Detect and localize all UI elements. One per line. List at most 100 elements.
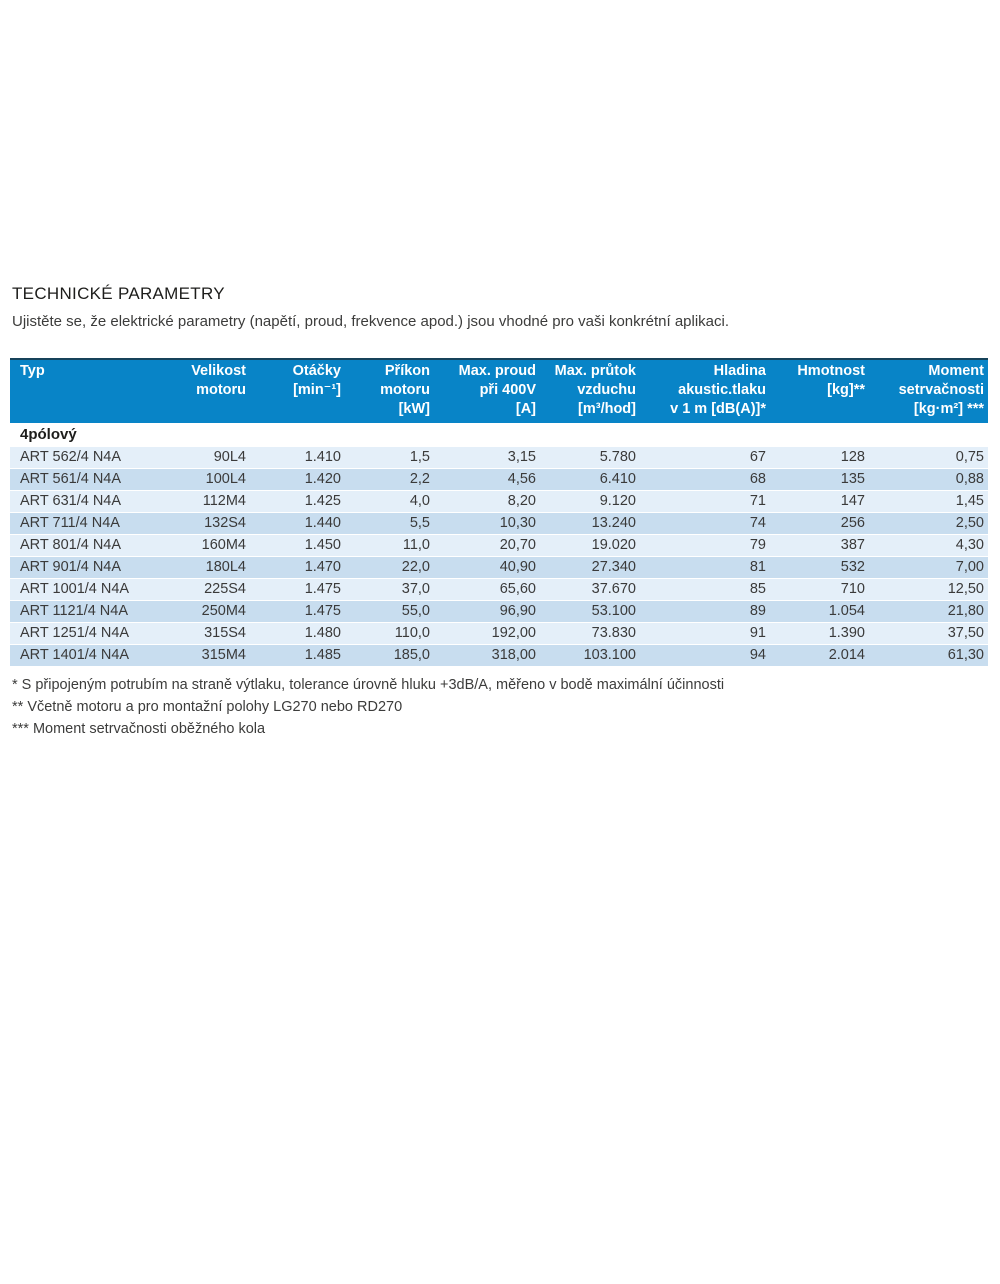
table-cell: 112M4 xyxy=(165,490,250,513)
table-cell: 1,45 xyxy=(869,490,988,513)
column-header: Hmotnost [kg]** xyxy=(770,359,869,423)
table-cell: 128 xyxy=(770,446,869,469)
footnote: *** Moment setrvačnosti oběžného kola xyxy=(12,720,266,737)
table-cell: 1.485 xyxy=(250,644,345,667)
table-section-row: 4pólový xyxy=(10,423,988,447)
table-cell: 2,2 xyxy=(345,468,434,491)
table-cell: 1.440 xyxy=(250,512,345,535)
table-cell: 103.100 xyxy=(540,644,640,667)
table-cell: 89 xyxy=(640,600,770,623)
table-cell: 73.830 xyxy=(540,622,640,645)
table-cell: 81 xyxy=(640,556,770,579)
page-title: TECHNICKÉ PARAMETRY xyxy=(12,284,225,303)
table-cell: 71 xyxy=(640,490,770,513)
table-cell: 132S4 xyxy=(165,512,250,535)
technical-parameters-table: Typ Velikost motoru Otáčky [min⁻¹] Příkon m… xyxy=(10,358,988,667)
cell-typ: ART 801/4 N4A xyxy=(10,534,165,557)
table-cell: 225S4 xyxy=(165,578,250,601)
column-header: Moment setrvačnosti [kg·m²] *** xyxy=(869,359,988,423)
footnote: ** Včetně motoru a pro montažní polohy L… xyxy=(12,698,403,715)
table-cell: 79 xyxy=(640,534,770,557)
table-cell: 9.120 xyxy=(540,490,640,513)
page-subtitle: Ujistěte se, že elektrické parametry (na… xyxy=(12,313,730,330)
column-header: Otáčky [min⁻¹] xyxy=(250,359,345,423)
table-cell: 10,30 xyxy=(434,512,540,535)
table-row: ART 711/4 N4A 132S4 1.440 5,5 10,30 13.240 74 2… xyxy=(10,512,988,535)
table-cell: 100L4 xyxy=(165,468,250,491)
cell-typ: ART 901/4 N4A xyxy=(10,556,165,579)
table-header: Typ Velikost motoru Otáčky [min⁻¹] Příkon m… xyxy=(10,359,988,423)
cell-typ: ART 711/4 N4A xyxy=(10,512,165,535)
table-cell: 710 xyxy=(770,578,869,601)
table-cell: 2,50 xyxy=(869,512,988,535)
table-cell: 315M4 xyxy=(165,644,250,667)
cell-typ: ART 561/4 N4A xyxy=(10,468,165,491)
table-row: ART 1251/4 N4A 315S4 1.480 110,0 192,00 73.83… xyxy=(10,622,988,645)
table-row: ART 901/4 N4A 180L4 1.470 22,0 40,90 27.340 81… xyxy=(10,556,988,579)
page: TECHNICKÉ PARAMETRY Ujistěte se, že elek… xyxy=(0,284,1000,740)
table-cell: 13.240 xyxy=(540,512,640,535)
table-cell: 110,0 xyxy=(345,622,434,645)
table-cell: 1.390 xyxy=(770,622,869,645)
table-cell: 315S4 xyxy=(165,622,250,645)
table-cell: 12,50 xyxy=(869,578,988,601)
table-cell: 1.425 xyxy=(250,490,345,513)
table-cell: 94 xyxy=(640,644,770,667)
cell-typ: ART 1401/4 N4A xyxy=(10,644,165,667)
table-row: ART 631/4 N4A 112M4 1.425 4,0 8,20 9.120 71 147… xyxy=(10,490,988,513)
column-header: Typ xyxy=(10,359,165,423)
table-cell: 1.480 xyxy=(250,622,345,645)
cell-typ: ART 631/4 N4A xyxy=(10,490,165,513)
table-cell: 0,88 xyxy=(869,468,988,491)
table-cell: 387 xyxy=(770,534,869,557)
table-cell: 1.475 xyxy=(250,578,345,601)
table-cell: 1.420 xyxy=(250,468,345,491)
cell-typ: ART 1251/4 N4A xyxy=(10,622,165,645)
table-cell: 3,15 xyxy=(434,446,540,469)
table-cell: 7,00 xyxy=(869,556,988,579)
table-cell: 185,0 xyxy=(345,644,434,667)
column-header: Příkon motoru [kW] xyxy=(345,359,434,423)
table-cell: 192,00 xyxy=(434,622,540,645)
table-cell: 2.014 xyxy=(770,644,869,667)
table-cell: 55,0 xyxy=(345,600,434,623)
table-cell: 90L4 xyxy=(165,446,250,469)
table-cell: 4,30 xyxy=(869,534,988,557)
column-header: Velikost motoru xyxy=(165,359,250,423)
table-cell: 250M4 xyxy=(165,600,250,623)
table-cell: 180L4 xyxy=(165,556,250,579)
table-cell: 37,50 xyxy=(869,622,988,645)
footnote: * S připojeným potrubím na straně výtlak… xyxy=(12,676,725,693)
column-header: Hladina akustic.tlaku v 1 m [dB(A)]* xyxy=(640,359,770,423)
table-cell: 5.780 xyxy=(540,446,640,469)
table-cell: 67 xyxy=(640,446,770,469)
table-cell: 135 xyxy=(770,468,869,491)
table-cell: 1.450 xyxy=(250,534,345,557)
table-cell: 21,80 xyxy=(869,600,988,623)
table-cell: 40,90 xyxy=(434,556,540,579)
table-section-label: 4pólový xyxy=(10,423,988,447)
column-header: Max. proud při 400V [A] xyxy=(434,359,540,423)
table-cell: 8,20 xyxy=(434,490,540,513)
table-cell: 4,0 xyxy=(345,490,434,513)
table-cell: 11,0 xyxy=(345,534,434,557)
table-cell: 160M4 xyxy=(165,534,250,557)
table-cell: 1.475 xyxy=(250,600,345,623)
table-cell: 61,30 xyxy=(869,644,988,667)
table-cell: 1.054 xyxy=(770,600,869,623)
table-body: 4pólový ART 562/4 N4A 90L4 1.410 1,5 3,15 5.78… xyxy=(10,423,988,667)
table-cell: 532 xyxy=(770,556,869,579)
table-row: ART 1401/4 N4A 315M4 1.485 185,0 318,00 103.1… xyxy=(10,644,988,667)
table-cell: 96,90 xyxy=(434,600,540,623)
cell-typ: ART 1121/4 N4A xyxy=(10,600,165,623)
table-row: ART 1121/4 N4A 250M4 1.475 55,0 96,90 53.100 8… xyxy=(10,600,988,623)
table-cell: 0,75 xyxy=(869,446,988,469)
table-cell: 22,0 xyxy=(345,556,434,579)
table-cell: 37.670 xyxy=(540,578,640,601)
cell-typ: ART 1001/4 N4A xyxy=(10,578,165,601)
table-cell: 318,00 xyxy=(434,644,540,667)
table-cell: 5,5 xyxy=(345,512,434,535)
column-header: Max. průtok vzduchu [m³/hod] xyxy=(540,359,640,423)
table-cell: 91 xyxy=(640,622,770,645)
table-cell: 68 xyxy=(640,468,770,491)
